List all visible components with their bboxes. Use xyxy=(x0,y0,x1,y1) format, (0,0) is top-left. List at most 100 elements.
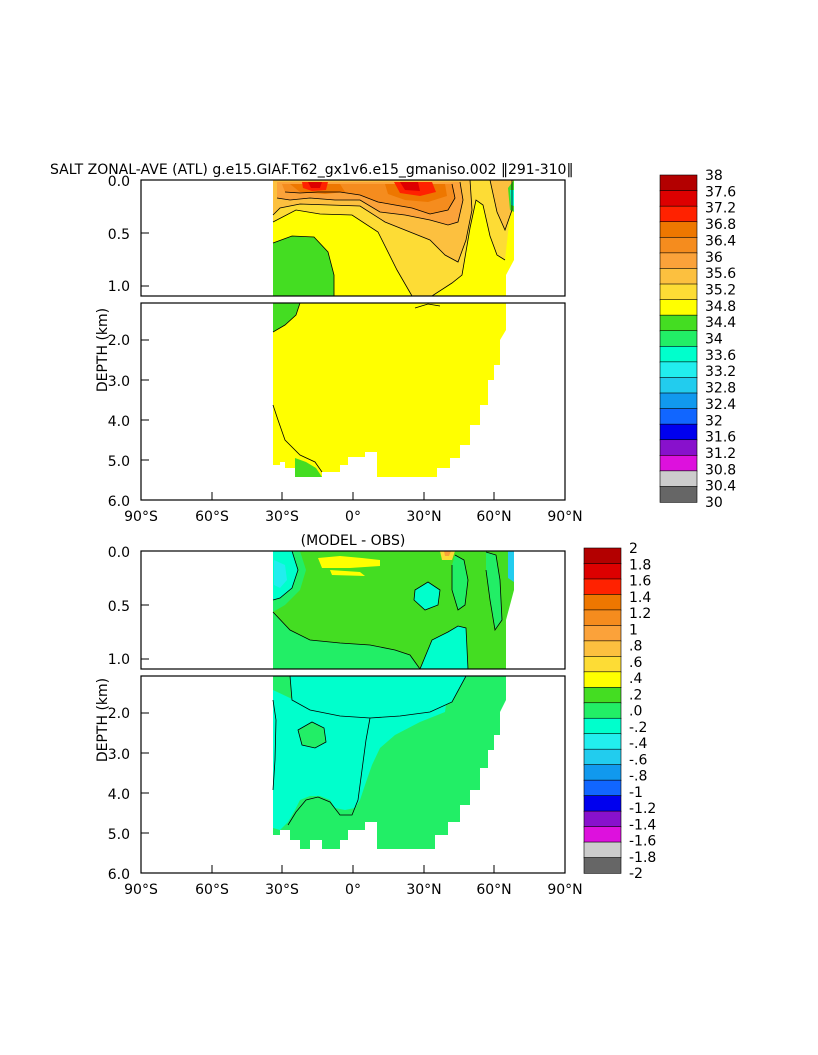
diff-panel: (MODEL - OBS) xyxy=(95,533,656,898)
salt-field-lower xyxy=(272,303,506,477)
salt-y-axis: 0.0 0.5 1.0 2.0 3.0 4.0 5.0 6.0 xyxy=(108,174,130,510)
salt-colorbar-label: 30.8 xyxy=(705,462,736,478)
salt-colorbar-swatch xyxy=(659,454,698,472)
salt-colorbar-label: 30 xyxy=(705,495,723,511)
diff-colorbar-swatch xyxy=(583,656,622,673)
salt-colorbar-swatch xyxy=(659,252,698,270)
salt-colorbar-label: 31.6 xyxy=(705,430,736,446)
salt-colorbar-swatch xyxy=(659,330,698,347)
salt-colorbar-label: 36.4 xyxy=(705,233,736,249)
diff-colorbar-label: -.2 xyxy=(629,720,647,736)
diff-region-m0p2-deep xyxy=(420,626,468,669)
salt-colorbar-label: 35.6 xyxy=(705,266,736,282)
diff-colorbar-swatch xyxy=(583,686,622,704)
salt-contour-9 xyxy=(272,404,323,473)
diff-contour-6 xyxy=(451,554,469,611)
diff-colorbar-label: 2 xyxy=(629,541,638,557)
salt-colorbar-label: 30.4 xyxy=(705,479,736,495)
salt-colorbar-label: 37.2 xyxy=(705,201,736,217)
salt-contour-7 xyxy=(431,199,506,296)
diff-region-m0p2-mid xyxy=(414,582,440,610)
diff-contour-9 xyxy=(287,717,371,826)
salt-ytick-label: 1.0 xyxy=(108,279,130,295)
salt-colorbar-label: 32.4 xyxy=(705,397,736,413)
diff-colorbar: 21.81.61.41.21.8.6.4.2.0-.2-.4-.6-.8-1-1… xyxy=(583,541,656,882)
diff-colorbar-swatch xyxy=(583,779,622,797)
diff-xtick-label: 30°S xyxy=(265,882,299,898)
diff-colorbar-swatch xyxy=(583,563,622,580)
diff-colorbar-label: -.6 xyxy=(629,752,648,768)
diff-region-0p0-east2 xyxy=(486,552,502,630)
diff-contour-10 xyxy=(272,699,277,791)
salt-colorbar-swatch xyxy=(659,174,698,192)
salt-field-upper xyxy=(272,180,514,296)
salt-contour-3 xyxy=(276,181,464,226)
salt-colorbar-swatch xyxy=(659,486,698,503)
diff-colorbar-swatch xyxy=(583,547,622,565)
diff-region-0p0-east xyxy=(452,555,468,610)
salt-xtick-label: 90°S xyxy=(124,509,158,525)
salt-colorbar-label: 35.2 xyxy=(705,282,736,298)
salt-contour-2 xyxy=(272,180,473,263)
diff-xtick-label: 90°S xyxy=(124,882,158,898)
diff-colorbar-label: -1.8 xyxy=(629,850,656,866)
salt-ytick-label: 4.0 xyxy=(108,414,130,430)
diff-contour-2 xyxy=(272,551,299,601)
diff-colorbar-swatch xyxy=(583,841,622,859)
diff-colorbar-label: -2 xyxy=(629,866,643,882)
salt-colorbar-swatch xyxy=(659,439,698,456)
salt-xtick-label: 60°N xyxy=(476,509,511,525)
salt-colorbar-label: 36 xyxy=(705,250,723,266)
diff-colorbar-swatch xyxy=(583,810,622,828)
salt-xtick-label: 30°N xyxy=(406,509,441,525)
diff-region-m0p4-west xyxy=(274,560,287,588)
salt-colorbar-swatch xyxy=(659,345,698,363)
diff-colorbar-label: 1.8 xyxy=(629,557,651,573)
diff-y-ticks xyxy=(141,604,495,873)
diff-region-m0p6-east xyxy=(508,551,514,582)
diff-colorbar-label: -.4 xyxy=(629,736,648,752)
salt-colorbar-label: 36.8 xyxy=(705,217,736,233)
salt-colorbar-swatch xyxy=(659,205,698,223)
diff-colorbar-label: .8 xyxy=(629,639,642,655)
diff-ytick-label: 4.0 xyxy=(108,787,130,803)
salt-xtick-label: 60°S xyxy=(195,509,229,525)
diff-ytick-label: 6.0 xyxy=(108,867,130,883)
diff-colorbar-swatch xyxy=(583,826,622,843)
diff-colorbar-swatch xyxy=(583,717,622,735)
salt-colorbar-label: 33.6 xyxy=(705,348,736,364)
salt-colorbar-swatch xyxy=(659,221,698,238)
diff-xtick-label: 90°N xyxy=(547,882,582,898)
diff-region-m0p2-lower xyxy=(273,676,468,830)
diff-colorbar-label: -1 xyxy=(629,785,643,801)
salt-frame-upper xyxy=(140,179,566,297)
salt-colorbar-swatch xyxy=(659,236,698,254)
diff-colorbar-swatch xyxy=(583,795,622,812)
salt-colorbar-label: 38 xyxy=(705,168,723,184)
diff-contour-3 xyxy=(413,581,441,611)
diff-colorbar-swatch xyxy=(583,640,622,658)
salt-colorbar-swatch xyxy=(659,361,698,379)
salt-title: SALT ZONAL-AVE (ATL) g.e15.GIAF.T62_gx1v… xyxy=(50,162,573,178)
salt-colorbar-swatch xyxy=(659,268,698,285)
salt-region-34p4-deep xyxy=(273,303,300,332)
diff-colorbar-label: -1.6 xyxy=(629,834,656,850)
diff-colorbar-label: 1.4 xyxy=(629,590,651,606)
salt-xtick-label: 90°N xyxy=(547,509,582,525)
diff-colorbar-label: .2 xyxy=(629,687,642,703)
salt-colorbar-swatch xyxy=(659,314,698,332)
diff-region-m0p2-top xyxy=(290,676,466,718)
diff-colorbar-swatch xyxy=(583,702,622,719)
diff-region-0p0-bottom xyxy=(318,800,335,825)
diff-colorbar-label: -1.4 xyxy=(629,817,656,833)
salt-contour-4 xyxy=(284,183,456,215)
diff-ytick-label: 3.0 xyxy=(108,747,130,763)
salt-colorbar-label: 32.8 xyxy=(705,381,736,397)
salt-colorbar-swatch xyxy=(659,392,698,410)
salt-colorbar-label: 32 xyxy=(705,413,723,429)
diff-colorbar-label: .0 xyxy=(629,704,642,720)
salt-colorbar-swatch xyxy=(659,190,698,207)
salt-colorbar-swatch xyxy=(659,408,698,425)
diff-colorbar-label: -.8 xyxy=(629,769,647,785)
